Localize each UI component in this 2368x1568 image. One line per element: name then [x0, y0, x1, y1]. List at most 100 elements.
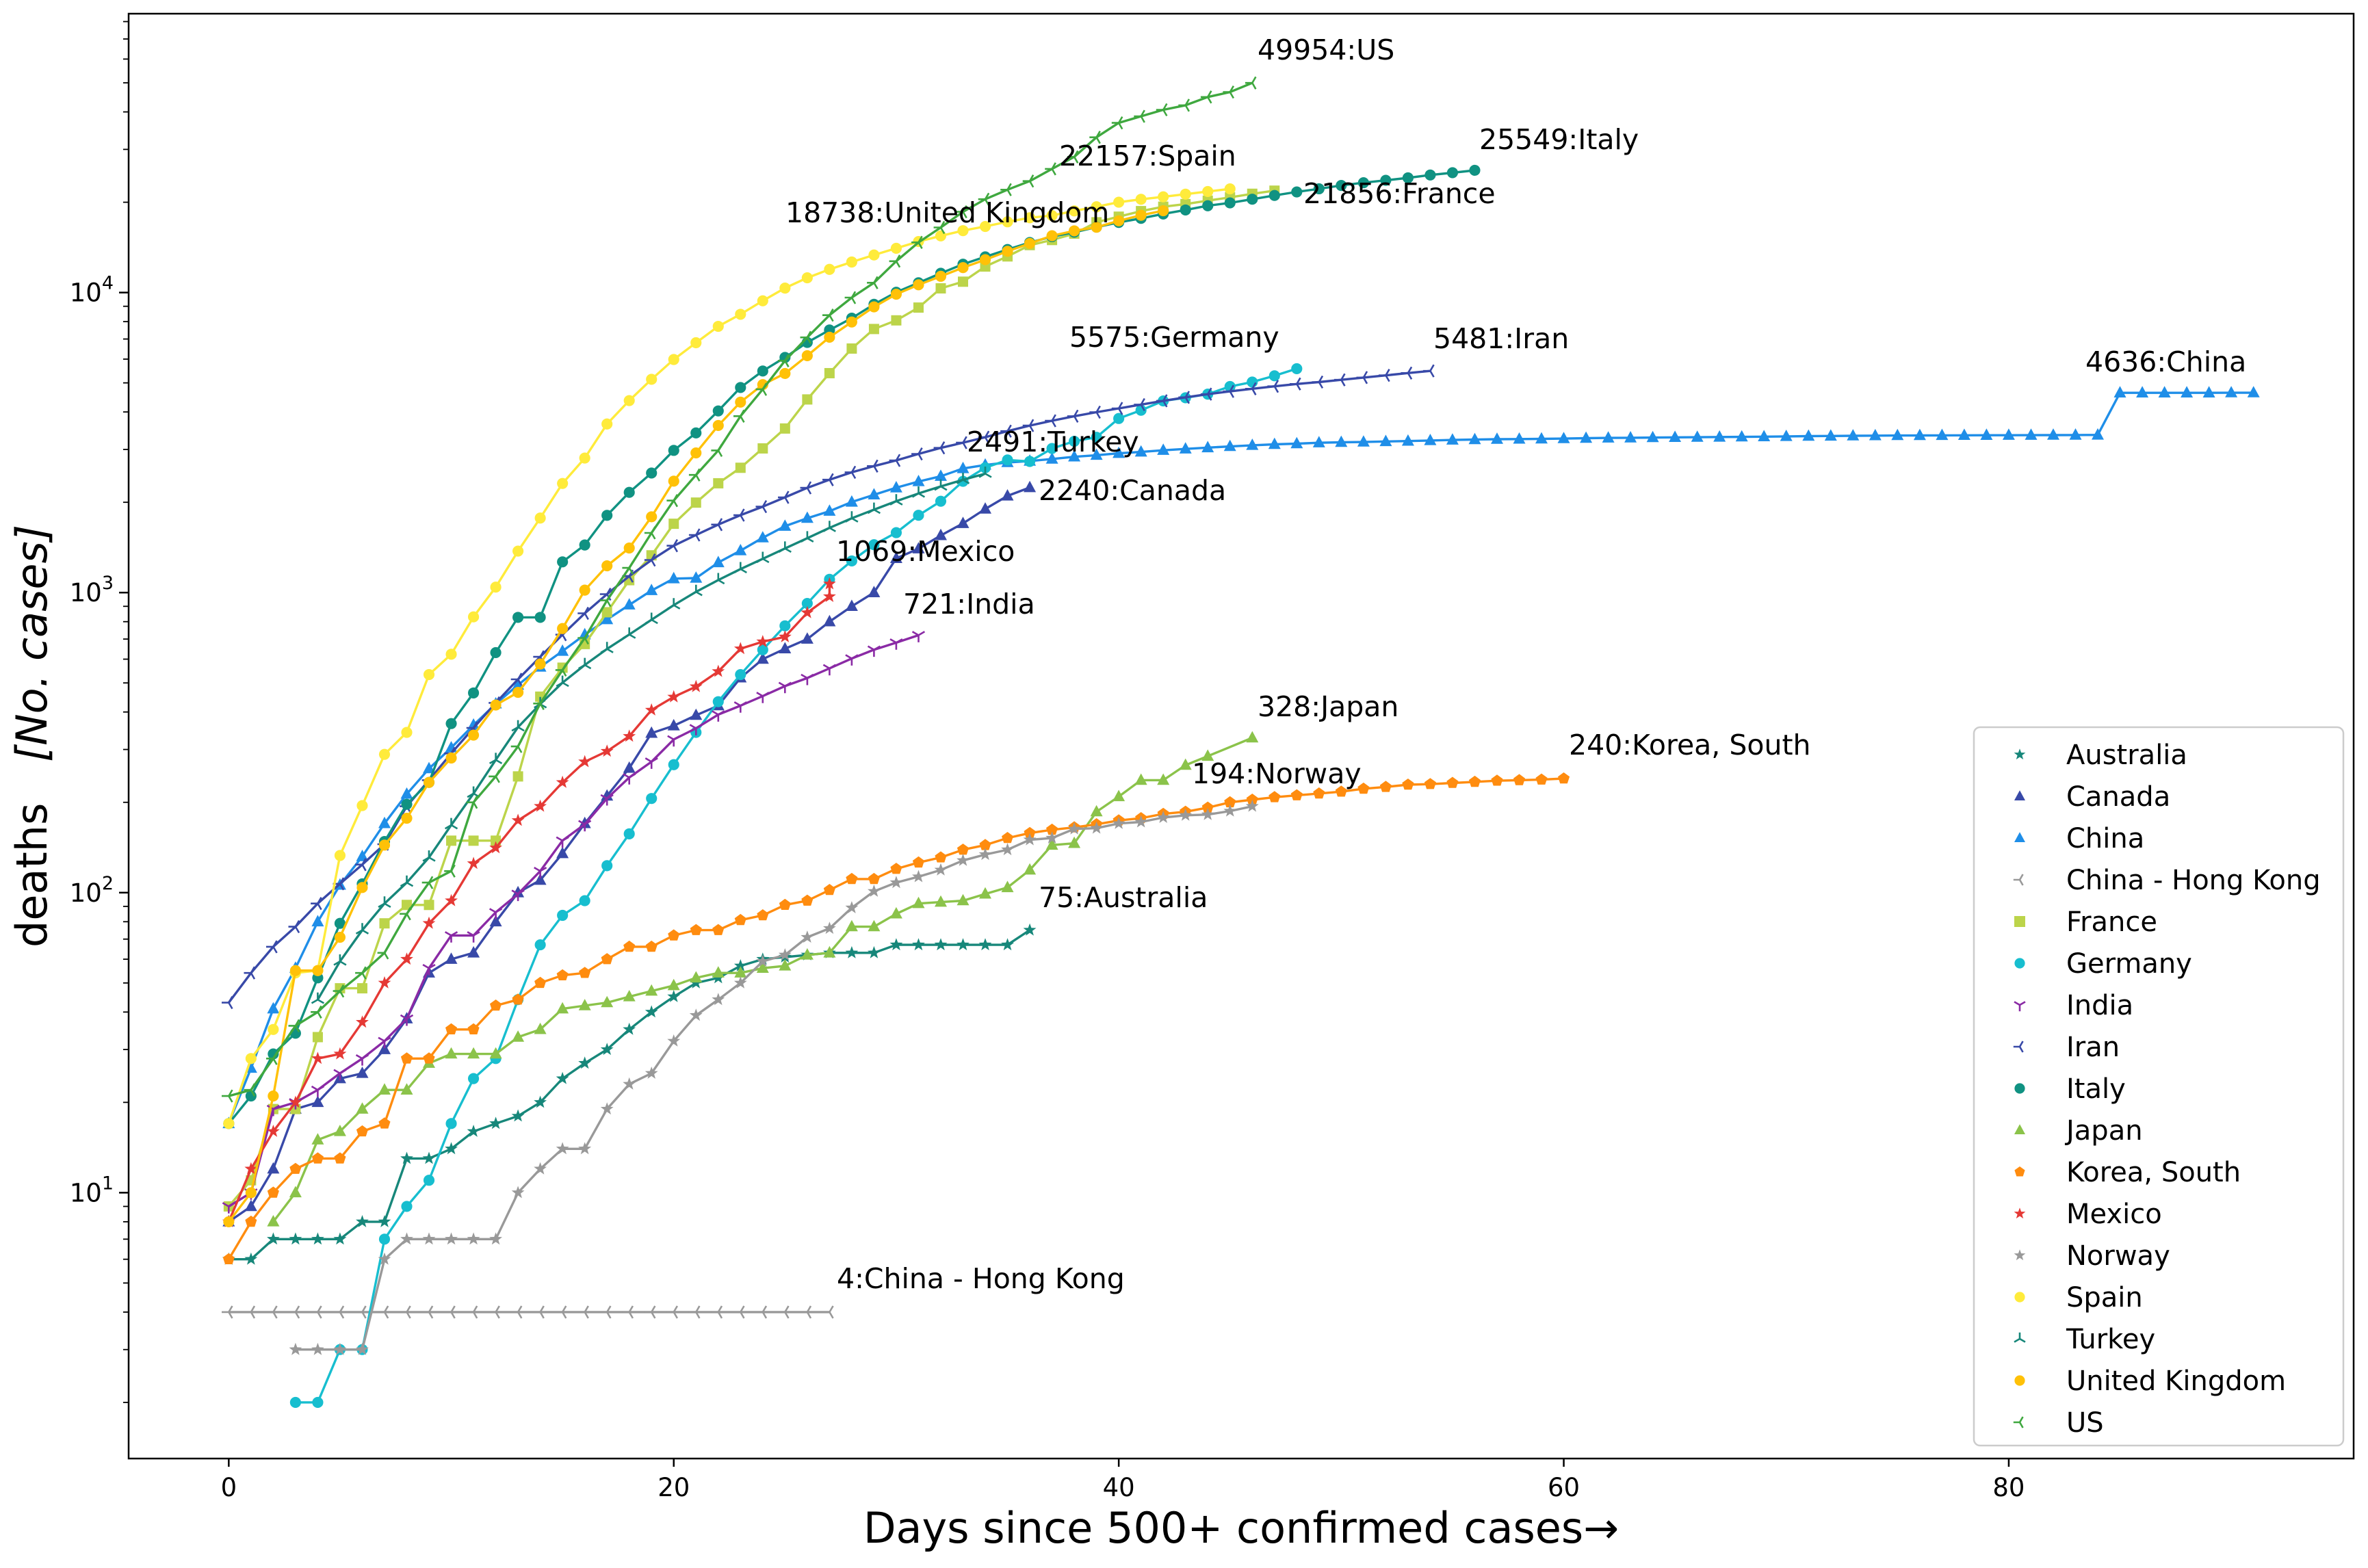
data-point-japan [712, 966, 725, 978]
data-point-norway [912, 870, 925, 883]
data-point-japan [1157, 773, 1170, 785]
data-point-united-kingdom [801, 350, 813, 362]
data-point-spain [735, 309, 746, 320]
data-point-china [1513, 432, 1526, 444]
data-point-korea-south [534, 976, 547, 989]
data-point-united-kingdom [1024, 237, 1036, 249]
data-point-china [1491, 432, 1503, 444]
data-point-spain [668, 354, 679, 365]
data-point-united-kingdom [423, 776, 435, 788]
data-point-canada [445, 952, 458, 964]
data-point-mexico [244, 1162, 258, 1175]
data-point-united-kingdom [445, 752, 457, 764]
data-point-united-kingdom [356, 882, 368, 893]
legend-label-china-hong-kong: China - Hong Kong [2066, 865, 2321, 896]
end-label-france: 21856:France [1303, 177, 1496, 210]
data-point-us [266, 1051, 278, 1065]
data-point-germany [601, 860, 613, 872]
data-point-mexico [333, 1047, 347, 1060]
legend-item-iran: Iran [2013, 1032, 2120, 1063]
legend-label-china: China [2066, 823, 2144, 854]
data-point-india [822, 664, 836, 676]
data-point-united-kingdom [824, 331, 835, 343]
data-point-united-kingdom [957, 262, 969, 274]
end-label-germany: 5575:Germany [1069, 321, 1279, 354]
data-point-norway [712, 993, 725, 1006]
data-point-china [378, 816, 391, 828]
data-point-india [667, 735, 681, 747]
data-point-united-kingdom [512, 686, 524, 698]
data-point-mexico [356, 1015, 369, 1028]
data-point-norway [645, 1067, 658, 1079]
data-point-australia [378, 1215, 391, 1227]
data-point-italy [1357, 177, 1369, 189]
data-point-canada [756, 652, 769, 664]
data-point-us [1134, 109, 1145, 123]
x-tick-label: 20 [658, 1473, 690, 1502]
data-point-norway [422, 1232, 436, 1245]
data-point-mexico [489, 841, 502, 854]
data-point-korea-south [490, 999, 502, 1011]
data-point-australia [733, 959, 747, 971]
data-point-korea-south [1046, 823, 1058, 835]
data-point-italy [646, 467, 658, 479]
axes-layer: 0 20 40 60 80 101 102 103 104 [70, 21, 2025, 1502]
data-point-germany [757, 644, 768, 655]
data-point-germany [801, 598, 813, 610]
data-point-australia [467, 1125, 480, 1137]
data-point-china [1290, 436, 1303, 449]
data-point-turkey [667, 598, 681, 610]
data-point-turkey [689, 584, 703, 597]
end-label-norway: 194:Norway [1192, 757, 1362, 790]
data-point-united-kingdom [735, 396, 746, 408]
data-point-italy [1424, 169, 1436, 181]
data-point-spain [445, 649, 457, 660]
data-point-spain [868, 249, 880, 261]
data-point-japan [690, 971, 703, 983]
data-point-china-hong-kong [444, 1305, 456, 1319]
data-point-korea-south [801, 894, 814, 906]
data-point-spain [1113, 196, 1125, 208]
end-label-japan: 328:Japan [1258, 690, 1398, 723]
data-point-iran [800, 481, 812, 495]
data-point-italy [534, 612, 546, 623]
end-label-china-hong-kong: 4:China - Hong Kong [837, 1262, 1125, 1295]
data-point-united-kingdom [712, 419, 724, 432]
data-point-china-hong-kong [355, 1305, 367, 1319]
data-point-korea-south [1335, 785, 1347, 797]
data-point-china [1891, 428, 1904, 441]
data-point-us [222, 1089, 233, 1103]
data-point-us [489, 770, 500, 783]
data-point-germany [423, 1175, 435, 1186]
data-point-china [2047, 428, 2059, 440]
data-point-japan [400, 1083, 413, 1095]
x-tick-label: 40 [1103, 1473, 1135, 1502]
data-point-korea-south [1468, 775, 1481, 787]
legend-item-japan: Japan [2014, 1115, 2143, 1147]
y-axis-label: deaths [No. cases] [7, 525, 57, 948]
data-point-us [867, 276, 879, 289]
data-point-japan [578, 999, 591, 1010]
data-point-turkey [378, 896, 391, 909]
data-point-us [822, 309, 834, 322]
data-point-canada [378, 1043, 391, 1054]
data-point-china [1869, 428, 1882, 441]
legend-item-france: France [2014, 906, 2157, 938]
data-point-mexico [823, 577, 836, 590]
data-point-iran [1200, 387, 1212, 401]
data-point-mexico [289, 1095, 302, 1108]
data-point-italy [735, 382, 746, 393]
data-point-china [1824, 429, 1837, 441]
data-point-korea-south [1201, 801, 1214, 813]
data-point-mexico [578, 755, 592, 768]
data-point-iran [1245, 382, 1257, 395]
data-point-china-hong-kong [644, 1305, 656, 1319]
data-point-china-hong-kong [778, 1305, 790, 1319]
legend-label-italy: Italy [2066, 1073, 2126, 1105]
svg-text:deaths [No. cases]: deaths [No. cases] [7, 525, 57, 948]
data-point-united-kingdom [1158, 205, 1169, 217]
data-point-united-kingdom [289, 965, 301, 976]
data-point-us [1178, 99, 1190, 112]
series-turkey [311, 467, 992, 1004]
data-point-spain [623, 395, 635, 406]
